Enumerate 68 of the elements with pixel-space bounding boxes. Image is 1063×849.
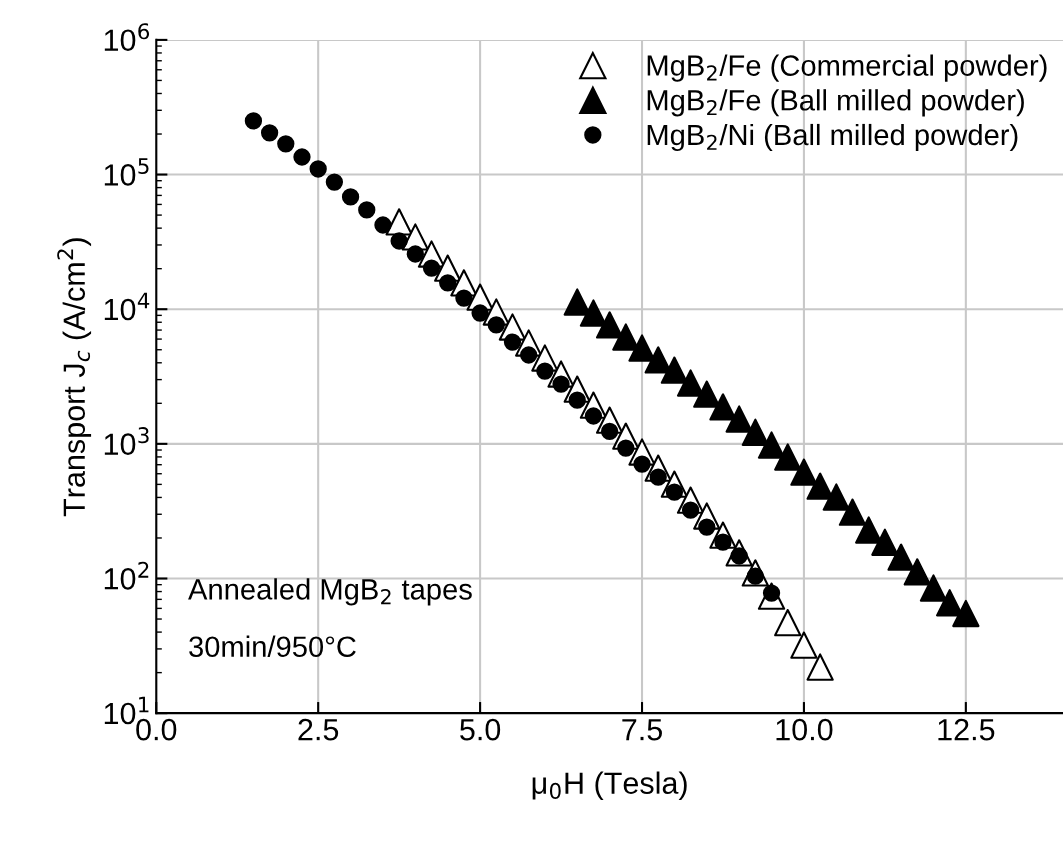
- point: [439, 274, 457, 292]
- point: [681, 501, 700, 519]
- x-tick-label: 2.5: [298, 718, 339, 741]
- point: [698, 518, 716, 536]
- point: [644, 346, 672, 374]
- point: [260, 124, 279, 142]
- point: [633, 455, 651, 473]
- y-tick-label: 10$^{2}$: [104, 561, 149, 590]
- legend-label: MgB$_{2}$/Fe (Commercial powder): [647, 54, 1047, 82]
- point: [774, 443, 802, 471]
- point: [855, 516, 883, 544]
- annotation: Annealed MgB$_{2}$ tapes: [188, 578, 472, 606]
- point: [790, 631, 818, 659]
- point: [725, 405, 753, 433]
- point: [520, 346, 538, 364]
- point: [358, 201, 376, 219]
- point: [628, 334, 656, 362]
- point: [790, 458, 818, 486]
- point: [309, 160, 327, 178]
- point: [709, 393, 737, 421]
- point: [903, 558, 931, 586]
- y-tick-label: 10$^{4}$: [104, 292, 150, 321]
- point: [503, 333, 522, 351]
- point: [774, 609, 802, 637]
- point: [536, 362, 554, 380]
- x-tick-label: 12.5: [938, 718, 995, 741]
- point: [806, 472, 834, 500]
- point: [871, 528, 899, 556]
- point: [757, 431, 786, 459]
- point: [617, 439, 635, 457]
- point: [838, 498, 867, 526]
- y-tick-label: 10$^{5}$: [104, 158, 149, 186]
- point: [325, 173, 344, 191]
- y-tick-label: 10$^{6}$: [104, 23, 150, 52]
- x-tick-label: 7.5: [622, 719, 662, 741]
- point: [887, 543, 915, 571]
- point: [487, 316, 505, 334]
- point: [244, 112, 263, 130]
- point: [919, 574, 948, 602]
- y-tick-label: 10$^{3}$: [104, 427, 149, 455]
- point: [277, 135, 295, 153]
- point: [693, 380, 721, 408]
- point: [406, 245, 424, 263]
- point: [471, 304, 489, 322]
- point: [600, 422, 619, 440]
- x-axis-title: μ$_{0}$H (Tesla): [532, 771, 687, 800]
- point: [341, 188, 360, 206]
- point: [422, 259, 441, 277]
- point: [455, 289, 473, 307]
- point: [612, 323, 640, 351]
- annotation: 30min/950°C: [189, 635, 356, 658]
- point: [552, 375, 570, 393]
- point: [595, 311, 624, 339]
- x-tick-label: 5.0: [460, 718, 501, 741]
- point: [806, 653, 834, 681]
- point: [822, 483, 850, 511]
- point: [390, 232, 408, 250]
- point: [568, 391, 586, 409]
- legend-label: MgB$_{2}$/Ni (Ball milled powder): [647, 123, 1018, 152]
- x-tick-label: 10.0: [776, 718, 833, 741]
- point: [374, 216, 392, 234]
- point: [660, 356, 689, 384]
- point: [293, 148, 311, 166]
- point: [584, 407, 603, 425]
- point: [563, 288, 591, 316]
- y-axis-title: Transport J$_{c}$ (A/cm$^{2}$): [57, 238, 92, 517]
- legend-label: MgB$_{2}$/Fe (Ball milled powder): [647, 89, 1024, 117]
- point: [952, 599, 980, 628]
